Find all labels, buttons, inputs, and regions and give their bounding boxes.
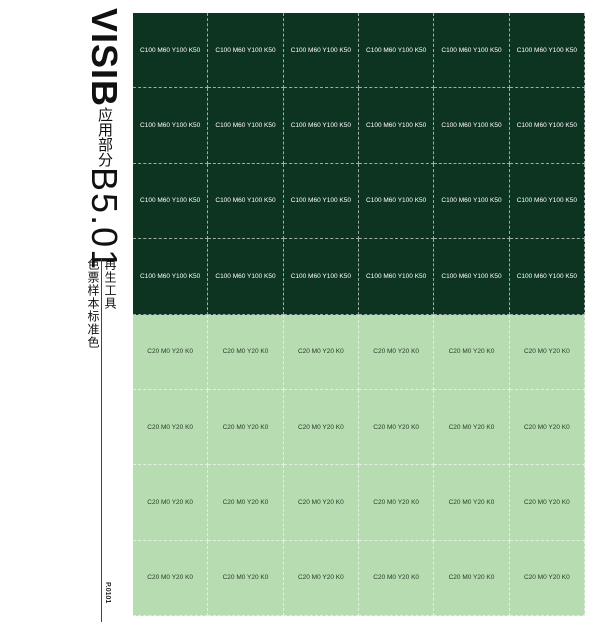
swatch-light-green: C20 M0 Y20 K0 — [434, 314, 510, 390]
swatch-light-green: C20 M0 Y20 K0 — [208, 465, 284, 541]
swatch-dark-green: C100 M60 Y100 K50 — [509, 239, 585, 315]
swatch-dark-green: C100 M60 Y100 K50 — [359, 13, 435, 89]
swatch-light-green: C20 M0 Y20 K0 — [434, 540, 510, 616]
swatch-dark-green: C100 M60 Y100 K50 — [208, 13, 284, 89]
section-code: B5.01 — [84, 167, 125, 272]
swatch-light-green: C20 M0 Y20 K0 — [283, 389, 359, 466]
swatch-light-green: C20 M0 Y20 K0 — [434, 465, 510, 541]
swatch-light-green: C20 M0 Y20 K0 — [509, 389, 585, 466]
swatch-dark-green: C100 M60 Y100 K50 — [434, 13, 510, 89]
swatch-light-green: C20 M0 Y20 K0 — [434, 389, 510, 466]
swatch-dark-green: C100 M60 Y100 K50 — [208, 88, 284, 164]
swatch-light-green: C20 M0 Y20 K0 — [283, 465, 359, 541]
swatch-dark-green: C100 M60 Y100 K50 — [133, 163, 209, 240]
swatch-dark-green: C100 M60 Y100 K50 — [283, 239, 359, 315]
swatch-light-green: C20 M0 Y20 K0 — [208, 314, 284, 390]
swatch-light-green: C20 M0 Y20 K0 — [359, 465, 435, 541]
swatch-dark-green: C100 M60 Y100 K50 — [208, 163, 284, 240]
swatch-light-green: C20 M0 Y20 K0 — [133, 389, 209, 466]
swatch-dark-green: C100 M60 Y100 K50 — [509, 13, 585, 89]
swatch-dark-green: C100 M60 Y100 K50 — [434, 239, 510, 315]
swatch-grid: C100 M60 Y100 K50 C100 M60 Y100 K50 C100 M… — [133, 13, 585, 616]
brand-logo: VISI — [84, 8, 125, 81]
subtitle-standard-colors: 色票样本标准色 — [86, 258, 100, 349]
swatch-light-green: C20 M0 Y20 K0 — [133, 465, 209, 541]
swatch-dark-green: C100 M60 Y100 K50 — [434, 88, 510, 164]
swatch-light-green: C20 M0 Y20 K0 — [509, 465, 585, 541]
brand-mark: B — [84, 80, 125, 108]
swatch-light-green: C20 M0 Y20 K0 — [509, 540, 585, 616]
swatch-light-green: C20 M0 Y20 K0 — [133, 314, 209, 390]
page-title: VISIB应用部分B5.01 — [84, 8, 125, 272]
swatch-dark-green: C100 M60 Y100 K50 — [133, 239, 209, 315]
swatch-dark-green: C100 M60 Y100 K50 — [509, 163, 585, 240]
swatch-light-green: C20 M0 Y20 K0 — [359, 314, 435, 390]
subtitle-tools: 再生工具 — [103, 258, 117, 310]
swatch-dark-green: C100 M60 Y100 K50 — [359, 163, 435, 240]
swatch-dark-green: C100 M60 Y100 K50 — [359, 239, 435, 315]
swatch-dark-green: C100 M60 Y100 K50 — [509, 88, 585, 164]
swatch-light-green: C20 M0 Y20 K0 — [509, 314, 585, 390]
swatch-dark-green: C100 M60 Y100 K50 — [434, 163, 510, 240]
swatch-light-green: C20 M0 Y20 K0 — [359, 540, 435, 616]
swatch-light-green: C20 M0 Y20 K0 — [359, 389, 435, 466]
swatch-light-green: C20 M0 Y20 K0 — [208, 540, 284, 616]
swatch-dark-green: C100 M60 Y100 K50 — [283, 13, 359, 89]
page-number: P.0101 — [104, 582, 111, 604]
swatch-light-green: C20 M0 Y20 K0 — [283, 540, 359, 616]
swatch-light-green: C20 M0 Y20 K0 — [133, 540, 209, 616]
divider — [101, 258, 102, 622]
swatch-light-green: C20 M0 Y20 K0 — [283, 314, 359, 390]
swatch-dark-green: C100 M60 Y100 K50 — [133, 13, 209, 89]
swatch-dark-green: C100 M60 Y100 K50 — [208, 239, 284, 315]
swatch-light-green: C20 M0 Y20 K0 — [208, 389, 284, 466]
section-label: 应用部分 — [96, 107, 113, 168]
swatch-dark-green: C100 M60 Y100 K50 — [359, 88, 435, 164]
swatch-dark-green: C100 M60 Y100 K50 — [283, 163, 359, 240]
swatch-dark-green: C100 M60 Y100 K50 — [283, 88, 359, 164]
swatch-dark-green: C100 M60 Y100 K50 — [133, 88, 209, 164]
